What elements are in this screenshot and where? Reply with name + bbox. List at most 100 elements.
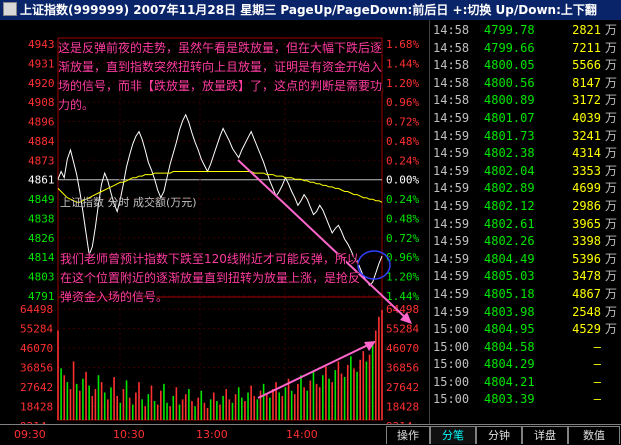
tick-volume: 3172 (572, 93, 601, 108)
tick-unit: 万 (604, 286, 617, 301)
tick-volume: 2548 (572, 304, 601, 319)
tick-row: 14:59 4804.49 5396 万 (431, 251, 619, 269)
title-text: 上证指数(999999) 2007年11月28日 星期三 PageUp/Page… (20, 3, 597, 17)
tab-operate[interactable]: 操作 (386, 426, 430, 444)
price-label: 4849 (28, 193, 55, 206)
tick-time: 14:59 (433, 234, 470, 249)
vol-label: 64498 (20, 303, 53, 316)
tick-unit: 万 (604, 93, 617, 108)
tick-row: 14:58 4800.89 3172 万 (431, 92, 619, 110)
tick-time: 14:59 (433, 198, 470, 213)
tick-volume: 4529 (572, 322, 601, 337)
time-label-0930: 09:30 (14, 428, 46, 441)
tick-unit: 万 (604, 128, 617, 143)
tick-volume: 5396 (572, 251, 601, 266)
vol-label-right: 9214 (386, 420, 413, 424)
tick-row: 14:59 4803.98 2548 万 (431, 304, 619, 322)
tick-time: 14:58 (433, 23, 470, 37)
tick-volume: 7211 (572, 40, 601, 55)
tick-price: 4803.39 (484, 392, 535, 407)
tick-unit: 万 (604, 40, 617, 55)
tick-price: 4805.18 (484, 286, 535, 301)
vol-label: 36856 (20, 362, 53, 375)
pct-label: 0.96% (386, 251, 419, 264)
tick-row: 14:59 4805.03 3478 万 (431, 268, 619, 286)
tick-time: 14:58 (433, 58, 470, 73)
tick-volume: 2986 (572, 198, 601, 213)
title-bar: 上证指数(999999) 2007年11月28日 星期三 PageUp/Page… (0, 0, 621, 20)
tick-unit: 万 (604, 181, 617, 196)
tick-row: 14:59 4802.12 2986 万 (431, 198, 619, 216)
pct-label: 1.68% (386, 38, 419, 51)
trend-arrow-up (257, 343, 371, 399)
tick-volume: 4699 (572, 181, 601, 196)
tick-row: 14:58 4799.66 7211 万 (431, 40, 619, 58)
tick-unit: 万 (604, 251, 617, 266)
tab-minutes[interactable]: 分钟 (476, 426, 522, 444)
tick-volume: — (593, 392, 601, 407)
tick-time: 15:00 (433, 339, 470, 354)
tick-price: 4802.89 (484, 181, 535, 196)
time-label-1400: 14:00 (286, 428, 318, 441)
tick-price: 4802.26 (484, 234, 535, 249)
price-label: 4873 (28, 154, 55, 167)
tick-time: 14:59 (433, 286, 470, 301)
tick-unit: 万 (604, 75, 617, 90)
tick-row: 15:00 4804.29 — (431, 356, 619, 374)
tick-price: 4800.56 (484, 75, 535, 90)
tick-price: 4802.04 (484, 163, 535, 178)
pct-label: 0.96% (386, 96, 419, 109)
bottom-bar: 09:30 10:30 13:00 14:00 操作 分笔 分钟 详盘 数值 (0, 424, 621, 445)
vol-label-right: 36856 (386, 362, 419, 375)
tick-row: 14:59 4802.61 3965 万 (431, 216, 619, 234)
tick-row: 14:59 4805.18 4867 万 (431, 286, 619, 304)
tick-volume: 3398 (572, 234, 601, 249)
tab-ticks[interactable]: 分笔 (430, 426, 476, 444)
tick-unit: 万 (604, 198, 617, 213)
tick-time: 14:59 (433, 269, 470, 284)
tick-unit: 万 (604, 110, 617, 125)
pct-label: 0.24% (386, 193, 419, 206)
price-label: 4920 (28, 77, 55, 90)
pct-label: 1.20% (386, 271, 419, 284)
tick-price: 4804.29 (484, 357, 535, 372)
app-icon (3, 2, 17, 16)
tick-volume: 3965 (572, 216, 601, 231)
tab-details[interactable]: 详盘 (522, 426, 568, 444)
tick-volume: — (593, 374, 601, 389)
tick-list[interactable]: 14:58 4799.78 2821 万 14:58 4799.66 7211 万 14:58 4… (431, 22, 619, 409)
vol-label-right: 55284 (386, 323, 419, 336)
vol-label: 27642 (20, 381, 53, 394)
tick-time: 14:59 (433, 163, 470, 178)
price-axis-labels: 4943 4931 4920 4908 4896 4884 4873 4861 4849 4838… (28, 38, 55, 303)
price-label: 4896 (28, 116, 55, 129)
tick-volume: — (593, 339, 601, 354)
tick-time: 14:59 (433, 251, 470, 266)
tick-unit: 万 (604, 146, 617, 161)
tick-row: 14:59 4802.04 3353 万 (431, 163, 619, 181)
trend-arrow-down (237, 159, 409, 321)
price-label: 4884 (28, 135, 55, 148)
tick-volume: 2821 (572, 23, 601, 37)
tick-unit: 万 (604, 304, 617, 319)
vol-label: 18428 (20, 401, 53, 414)
tick-row: 14:59 4801.73 3241 万 (431, 128, 619, 146)
tick-time: 14:59 (433, 128, 470, 143)
pct-label: 1.44% (386, 290, 419, 303)
tick-volume: — (593, 357, 601, 372)
tab-values[interactable]: 数值 (568, 426, 620, 444)
vol-label-right: 46070 (386, 342, 419, 355)
time-label-1030: 10:30 (113, 428, 145, 441)
pct-label: 0.48% (386, 135, 419, 148)
highlight-circle (357, 250, 391, 280)
tick-time: 14:58 (433, 75, 470, 90)
tick-time: 15:00 (433, 392, 470, 407)
time-label-1300: 13:00 (196, 428, 228, 441)
tick-row: 14:58 4800.05 5566 万 (431, 57, 619, 75)
tick-price: 4800.89 (484, 93, 535, 108)
tick-price: 4800.05 (484, 58, 535, 73)
tick-volume: 8147 (572, 75, 601, 90)
price-label: 4814 (28, 251, 55, 264)
annotation-note-2: 我们老师曾预计指数下跌至120线附近才可能反弹，所以在这个位置附近的逐渐放量直到… (60, 252, 361, 304)
